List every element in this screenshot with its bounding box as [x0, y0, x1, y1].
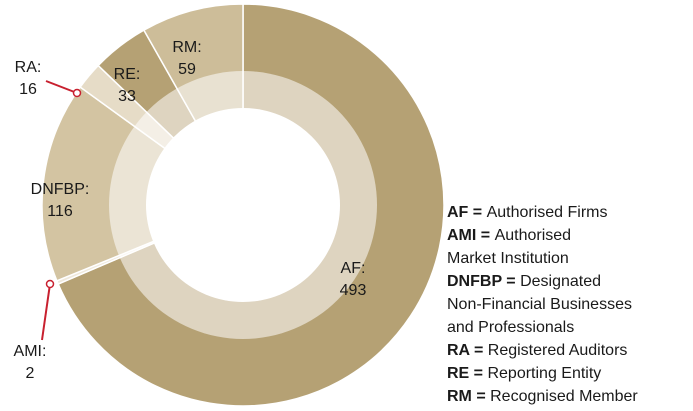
leader-line — [41, 283, 51, 341]
legend-key: AMI = — [447, 227, 490, 244]
legend-text: and Professionals — [447, 319, 574, 336]
legend-entry: Market Institution — [447, 250, 569, 267]
legend-key: RA = — [447, 342, 483, 359]
hole — [146, 108, 340, 302]
slice-label: RE: — [114, 66, 141, 83]
legend-key: RM = — [447, 388, 486, 405]
legend-text: Market Institution — [447, 250, 569, 267]
slice-value: 33 — [118, 88, 136, 105]
legend-entry: AMI = Authorised — [447, 227, 571, 244]
slice-value: 493 — [340, 282, 367, 299]
legend-entry: DNFBP = Designated — [447, 273, 601, 290]
legend-key: RE = — [447, 365, 483, 382]
leader-line — [45, 80, 78, 94]
legend-entry: AF = Authorised Firms — [447, 204, 608, 221]
legend-entry: RM = Recognised Member — [447, 388, 638, 405]
slice-value: 116 — [47, 203, 73, 220]
legend-entry: and Professionals — [447, 319, 574, 336]
slice-label: RM: — [172, 39, 201, 56]
legend-text: Designated — [520, 273, 601, 290]
legend-key: AF = — [447, 204, 482, 221]
legend-entry: RA = Registered Auditors — [447, 342, 627, 359]
legend-text: Authorised — [495, 227, 572, 244]
legend-text: Registered Auditors — [488, 342, 628, 359]
slice-value: 2 — [26, 365, 35, 382]
legend-entry: Non-Financial Businesses — [447, 296, 632, 313]
slice-label: DNFBP: — [31, 181, 90, 198]
slice-label: AMI: — [14, 343, 47, 360]
legend-text: Reporting Entity — [487, 365, 601, 382]
slice-value: 59 — [178, 61, 196, 78]
leader-dot — [72, 88, 82, 98]
legend-key: DNFBP = — [447, 273, 516, 290]
legend-text: Non-Financial Businesses — [447, 296, 632, 313]
legend-text: Authorised Firms — [487, 204, 608, 221]
slice-label: AF: — [341, 260, 366, 277]
slice-label: RA: — [15, 59, 42, 76]
leader-dot — [45, 279, 55, 289]
legend-entry: RE = Reporting Entity — [447, 365, 601, 382]
legend-text: Recognised Member — [490, 388, 638, 405]
slice-value: 16 — [19, 81, 37, 98]
